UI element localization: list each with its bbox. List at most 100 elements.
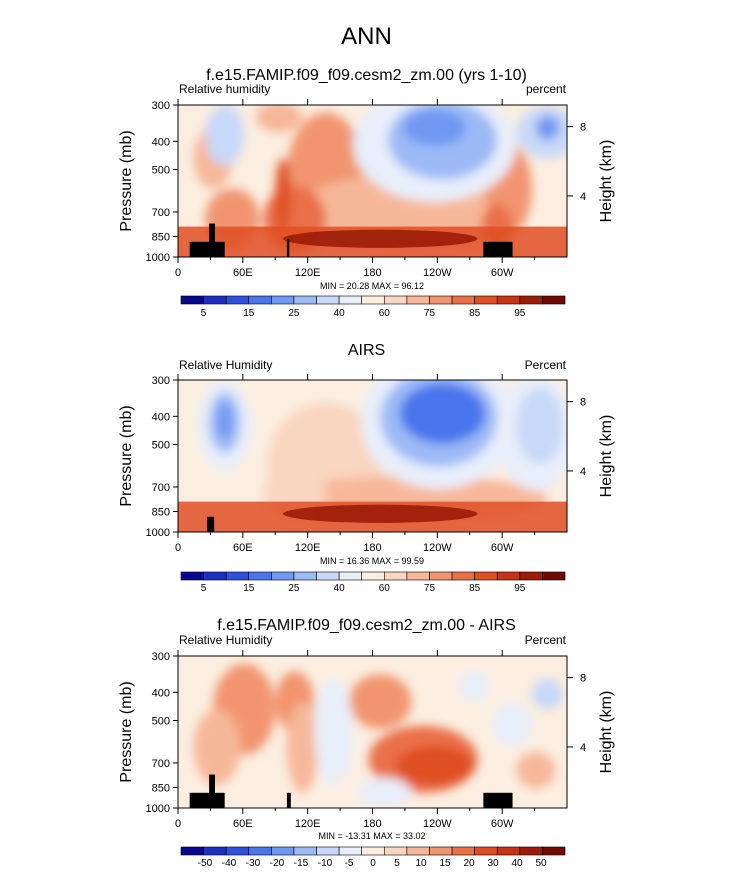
colorbar-swatch: [519, 571, 543, 581]
x-tick-label: 120W: [423, 542, 452, 554]
contour-region: [399, 383, 486, 444]
x-tick-label: 60W: [491, 542, 514, 554]
contour-region: [216, 402, 233, 440]
colorbar-swatch: [248, 571, 272, 581]
x-tick-label: 60E: [233, 267, 253, 279]
contour-field: [178, 656, 567, 808]
colorbar-label: 5: [201, 308, 207, 319]
colorbar-swatch: [225, 295, 250, 305]
y2-tick-label: 8: [580, 122, 586, 134]
colorbar-swatch: [203, 846, 227, 856]
y-axis-title: Pressure (mb): [118, 681, 135, 782]
contour-region: [535, 115, 560, 140]
colorbar-swatch: [429, 571, 453, 581]
contour-field: [178, 380, 567, 532]
colorbar-label: 50: [535, 858, 547, 869]
y2-axis-title: Height (km): [598, 415, 615, 498]
colorbar-swatch: [383, 846, 408, 856]
x-tick-label: 120E: [295, 542, 321, 554]
colorbar-swatch: [451, 571, 475, 581]
y-tick-label: 1000: [146, 252, 170, 264]
colorbar-swatch: [542, 846, 566, 856]
panel-difference: f.e15.FAMIP.f09_f09.cesm2_zm.00 - AIRSRe…: [118, 617, 615, 869]
y2-axis-title: Height (km): [598, 140, 615, 223]
colorbar-label: 25: [288, 308, 300, 319]
y-tick-label: 500: [152, 439, 170, 451]
y2-axis-title: Height (km): [598, 691, 615, 774]
colorbar-label: 5: [201, 583, 207, 594]
colorbar-swatch: [429, 295, 453, 305]
figure-title: ANN: [341, 23, 392, 50]
x-tick-label: 120W: [423, 267, 452, 279]
colorbar-swatch: [248, 295, 272, 305]
colorbar-swatch: [361, 295, 385, 305]
x-tick-label: 120E: [295, 818, 321, 830]
land-mask: [209, 223, 215, 257]
land-mask: [207, 516, 215, 532]
colorbar-label: 75: [424, 583, 436, 594]
land-mask: [286, 792, 291, 808]
colorbar-label: 60: [379, 308, 391, 319]
boundary-layer-max: [283, 229, 478, 248]
x-tick-label: 180: [363, 267, 381, 279]
y2-tick-label: 4: [580, 191, 586, 203]
contour-region: [531, 678, 564, 710]
colorbar-label: 85: [469, 308, 481, 319]
min-max-label: MIN = 20.28 MAX = 96.12: [320, 281, 424, 291]
colorbar-label: 15: [439, 858, 451, 869]
colorbar-label: 40: [334, 583, 346, 594]
land-mask: [286, 238, 290, 257]
colorbar-swatch: [271, 571, 295, 581]
x-tick-label: 0: [175, 267, 181, 279]
y-tick-label: 700: [152, 482, 170, 494]
x-tick-label: 120W: [423, 818, 452, 830]
colorbar-swatch: [542, 295, 566, 305]
y-tick-label: 400: [152, 687, 170, 699]
units-label: Percent: [525, 358, 567, 372]
colorbar-label: 75: [424, 308, 436, 319]
land-mask: [483, 241, 513, 257]
contour-region: [255, 105, 303, 133]
contour-region: [403, 109, 466, 147]
colorbar-swatch: [496, 571, 521, 581]
colorbar-label: -15: [294, 858, 309, 869]
y-tick-label: 1000: [146, 803, 170, 815]
colorbar-label: -30: [246, 858, 261, 869]
colorbar-swatch: [519, 295, 543, 305]
colorbar-swatch: [338, 846, 363, 856]
colorbar-swatch: [338, 295, 363, 305]
variable-label: Relative humidity: [179, 82, 270, 96]
variable-label: Relative Humidity: [179, 358, 272, 372]
contour-region: [458, 671, 490, 702]
y-tick-label: 850: [152, 231, 170, 243]
units-label: percent: [526, 82, 567, 96]
y-tick-label: 300: [152, 651, 170, 663]
colorbar-label: -10: [318, 858, 333, 869]
colorbar-label: -20: [270, 858, 285, 869]
colorbar: 5 15 25 40 60 75 85 95: [180, 295, 566, 319]
colorbar-swatch: [293, 846, 317, 856]
colorbar-swatch: [474, 846, 498, 856]
contour-region: [395, 745, 474, 786]
colorbar-swatch: [180, 571, 204, 581]
colorbar-label: 30: [487, 858, 499, 869]
colorbar-label: 40: [334, 308, 346, 319]
colorbar-swatch: [293, 571, 317, 581]
x-tick-label: 180: [363, 818, 381, 830]
colorbar-swatch: [406, 295, 430, 305]
colorbar-label: 85: [469, 583, 481, 594]
colorbar-swatch: [474, 571, 498, 581]
panel-model: f.e15.FAMIP.f09_f09.cesm2_zm.00 (yrs 1-1…: [118, 67, 615, 319]
colorbar-label: 95: [514, 583, 526, 594]
y2-tick-label: 4: [580, 466, 586, 478]
colorbar: -50 -40 -30 -20 -15 -10 -5 0 5 10 15 20 30 40 50: [180, 846, 566, 869]
colorbar-swatch: [406, 846, 430, 856]
x-tick-label: 60W: [491, 267, 514, 279]
colorbar: 5 15 25 40 60 75 85 95: [180, 571, 566, 594]
contour-region: [356, 777, 412, 808]
colorbar-label: 15: [243, 308, 255, 319]
x-tick-label: 60W: [491, 818, 514, 830]
colorbar-swatch: [451, 846, 475, 856]
y-tick-label: 700: [152, 758, 170, 770]
